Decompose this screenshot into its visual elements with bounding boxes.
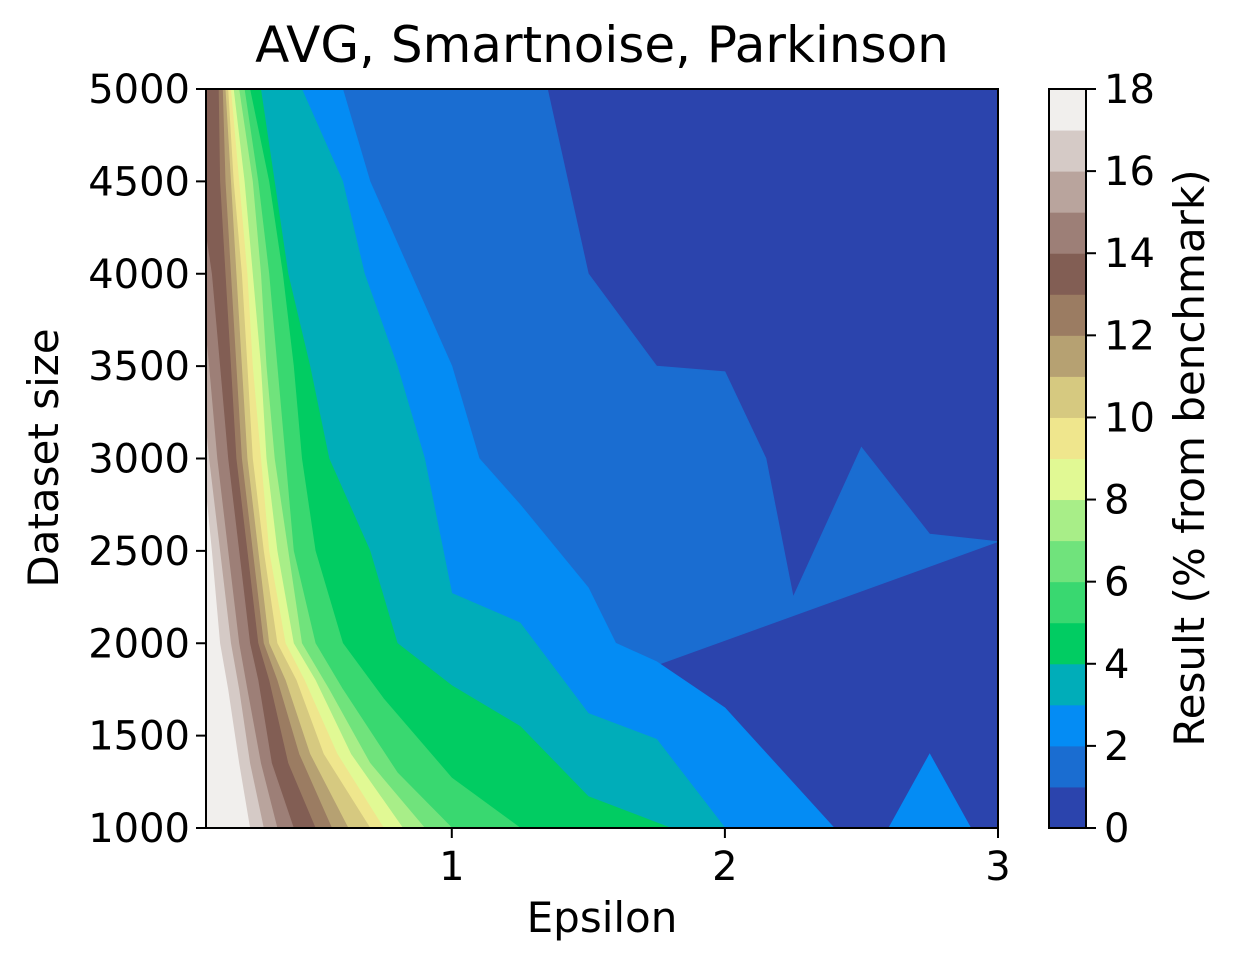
colorbar-tick-label: 16 [1104, 149, 1155, 195]
y-axis-label: Dataset size [19, 328, 68, 587]
colorbar [1049, 89, 1086, 829]
colorbar-segment [1049, 130, 1086, 172]
colorbar-segment [1049, 458, 1086, 501]
colorbar-segment [1049, 704, 1086, 747]
y-tick-label: 3000 [88, 437, 190, 483]
colorbar-segment [1049, 745, 1086, 788]
y-tick-label: 2500 [88, 529, 190, 575]
colorbar-ticks: 0 2 4 6 8 10 12 14 16 18 [1086, 67, 1155, 852]
y-tick-label: 1500 [88, 714, 190, 760]
y-tick-label: 5000 [88, 67, 190, 113]
colorbar-segment [1049, 171, 1086, 213]
colorbar-segment [1049, 663, 1086, 706]
y-tick-label: 4500 [88, 159, 190, 205]
colorbar-frame [1048, 88, 1087, 829]
colorbar-segment [1049, 89, 1086, 131]
plot-area [206, 89, 998, 828]
colorbar-tick-label: 0 [1104, 806, 1129, 852]
y-tick-label: 1000 [88, 806, 190, 852]
colorbar-segment [1049, 417, 1086, 459]
y-axis-ticks: 1000 1500 2000 2500 3000 3500 4000 4500 5000 [88, 67, 206, 852]
colorbar-tick-label: 8 [1104, 478, 1129, 524]
y-tick-label: 2000 [88, 621, 190, 667]
colorbar-segment [1049, 294, 1086, 336]
colorbar-segment [1049, 581, 1086, 624]
colorbar-tick-label: 10 [1104, 395, 1155, 441]
colorbar-segment [1049, 786, 1086, 829]
colorbar-tick-label: 4 [1104, 642, 1129, 688]
x-tick-label: 2 [712, 844, 737, 890]
colorbar-tick-label: 6 [1104, 560, 1129, 606]
colorbar-segment [1049, 540, 1086, 583]
y-tick-label: 3500 [88, 344, 190, 390]
x-tick-label: 1 [439, 844, 464, 890]
colorbar-tick-label: 18 [1104, 67, 1155, 113]
colorbar-segment [1049, 253, 1086, 295]
colorbar-segment [1049, 376, 1086, 418]
colorbar-segment [1049, 622, 1086, 665]
x-axis-label: Epsilon [527, 893, 678, 942]
colorbar-tick-label: 12 [1104, 313, 1155, 359]
chart-title: AVG, Smartnoise, Parkinson [255, 16, 949, 74]
colorbar-segment [1049, 499, 1086, 542]
colorbar-segment [1049, 335, 1086, 377]
x-axis-ticks: 1 2 3 [439, 828, 1011, 890]
x-tick-label: 3 [985, 844, 1010, 890]
colorbar-tick-label: 14 [1104, 231, 1155, 277]
colorbar-label: Result (% from benchmark) [1165, 169, 1214, 746]
colorbar-segment [1049, 212, 1086, 254]
colorbar-tick-label: 2 [1104, 724, 1129, 770]
y-tick-label: 4000 [88, 252, 190, 298]
